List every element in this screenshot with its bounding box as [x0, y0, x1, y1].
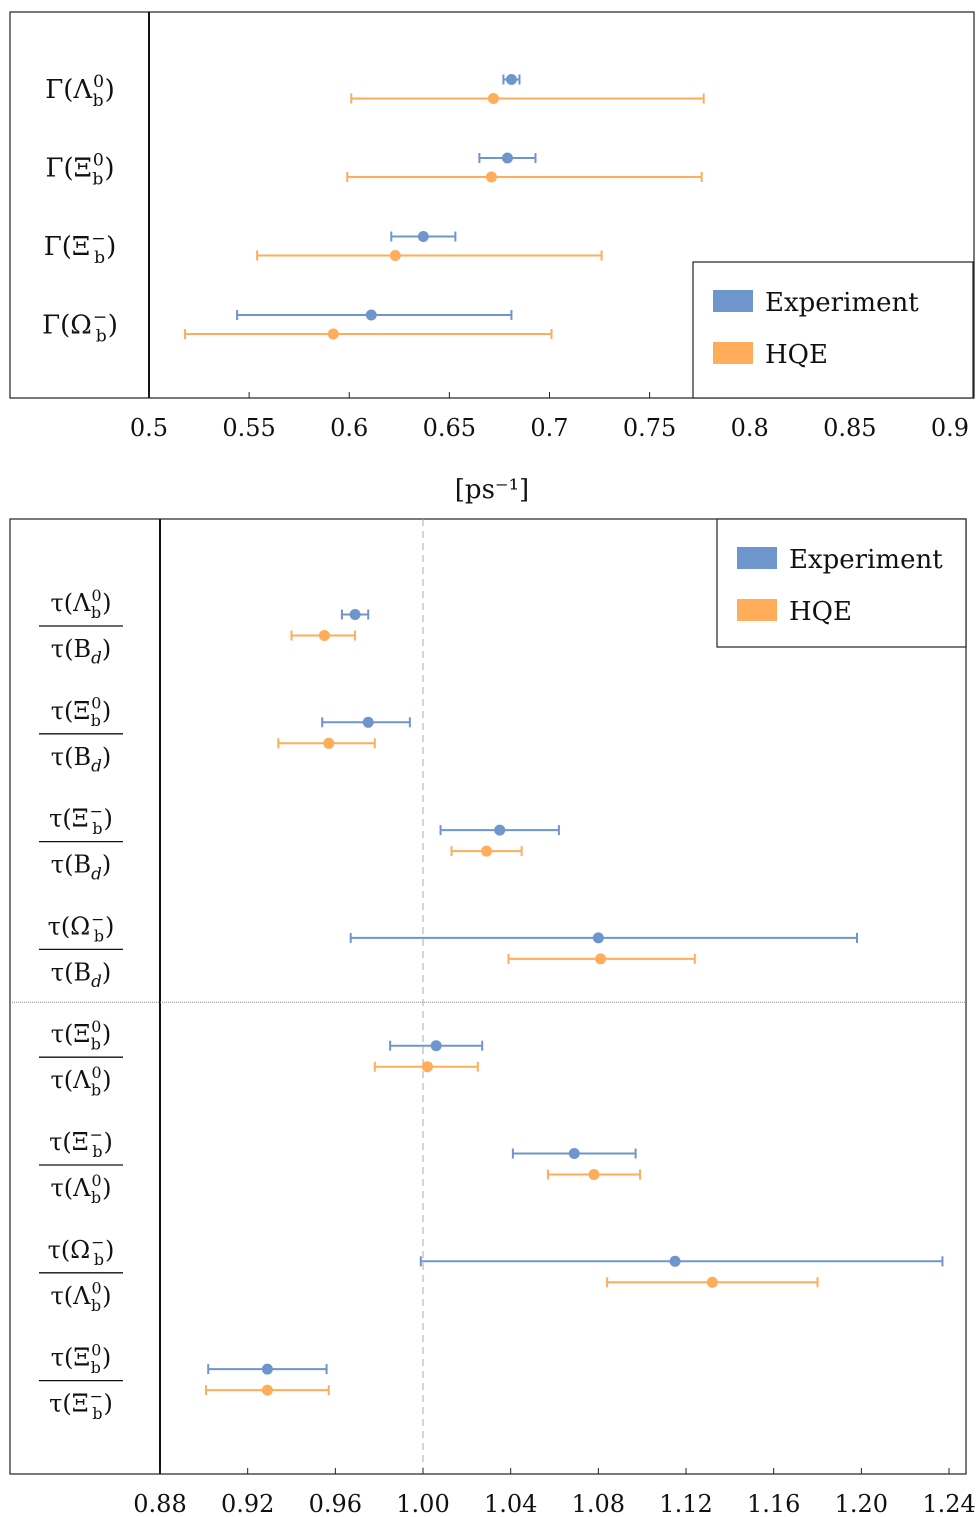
data-point-hqe [588, 1169, 600, 1180]
data-point-experiment [417, 231, 429, 242]
data-point-experiment [669, 1255, 681, 1267]
category-label: Γ(Λ0 b) [45, 72, 115, 111]
x-tick-label: 1.08 [572, 1490, 625, 1517]
legend-box [692, 261, 974, 399]
data-point-hqe [487, 93, 499, 104]
legend: Experiment HQE [692, 261, 974, 399]
category-label: Γ(Ω− b) [42, 308, 118, 347]
legend-label: HQE [789, 597, 852, 627]
category-label-denominator: τ(Λ0 b) [50, 1171, 111, 1207]
category-label-denominator: τ(Λ0 b) [50, 1063, 111, 1099]
data-point-hqe [323, 737, 335, 749]
x-tick-label: 0.88 [133, 1490, 186, 1517]
data-point-experiment [568, 1148, 580, 1159]
x-tick-label: 1.16 [747, 1490, 800, 1517]
x-tick-label: 0.8 [731, 414, 769, 442]
data-point-hqe [389, 250, 401, 261]
data-point-hqe [327, 328, 339, 340]
category-label-numerator: τ(Λ0 b) [50, 586, 111, 622]
x-tick-label: 1.00 [396, 1490, 449, 1517]
data-point-experiment [365, 309, 377, 321]
category-label-denominator: τ(Bd) [51, 635, 111, 668]
data-point-hqe [318, 630, 330, 641]
legend-label: Experiment [765, 288, 919, 318]
category-label-numerator: τ(Ξ0 b) [51, 1341, 112, 1377]
category-label-numerator: τ(Ξ0 b) [51, 1017, 112, 1053]
category-label-numerator: τ(Ξ0 b) [51, 694, 112, 730]
data-point-hqe [485, 171, 497, 183]
data-point-experiment [501, 152, 513, 164]
legend: Experiment HQE [716, 518, 967, 648]
legend-box [716, 518, 967, 648]
data-point-experiment [494, 824, 506, 836]
data-point-hqe [261, 1384, 273, 1396]
category-label-denominator: τ(Bd) [51, 958, 111, 991]
category-label-numerator: τ(Ω− b) [48, 1233, 115, 1269]
data-point-experiment [349, 609, 361, 620]
data-point-hqe [421, 1061, 433, 1073]
legend-swatch [737, 547, 777, 569]
gamma-chart-panel: 0.5 0.55 0.6 0.65 0.7 0.75 0.8 0.85 0.9 [ps⁻¹] Γ(Λ… [9, 11, 975, 505]
x-tick-label: 0.7 [530, 414, 568, 442]
category-label: Γ(Ξ0 b) [45, 151, 114, 190]
x-tick-label: 0.96 [309, 1490, 362, 1517]
plot-frame [9, 518, 967, 1475]
data-point-experiment [430, 1040, 442, 1052]
x-tick-label: 0.92 [221, 1490, 274, 1517]
x-tick-label: 1.12 [659, 1490, 712, 1517]
x-tick-label: 0.65 [423, 414, 476, 442]
data-point-experiment [261, 1363, 273, 1375]
x-tick-label: 0.85 [823, 414, 876, 442]
category-label: Γ(Ξ− b) [44, 229, 117, 268]
legend-swatch [713, 342, 753, 364]
x-tick-label: 0.55 [222, 414, 275, 442]
x-tick-label: 0.5 [130, 414, 168, 442]
x-tick-label: 0.75 [623, 414, 676, 442]
category-label-denominator: τ(Λ0 b) [50, 1279, 111, 1315]
category-label-denominator: τ(Ξ− b) [49, 1387, 113, 1423]
legend-swatch [713, 290, 753, 312]
legend-swatch [737, 599, 777, 621]
x-tick-label: 0.6 [330, 414, 368, 442]
category-label-numerator: τ(Ω− b) [48, 909, 115, 945]
data-point-experiment [505, 74, 517, 85]
legend-label: Experiment [789, 545, 943, 575]
x-tick-label: 1.04 [484, 1490, 537, 1517]
category-label-numerator: τ(Ξ− b) [49, 802, 113, 838]
legend-label: HQE [765, 340, 828, 370]
plot-frame [9, 11, 975, 399]
x-tick-label: 0.9 [931, 414, 969, 442]
category-label-numerator: τ(Ξ− b) [49, 1125, 113, 1161]
category-label-denominator: τ(Bd) [51, 851, 111, 884]
x-tick-label: 1.24 [922, 1490, 975, 1517]
x-axis-label: [ps⁻¹] [455, 475, 529, 505]
data-point-experiment [362, 716, 374, 728]
category-label-denominator: τ(Bd) [51, 743, 111, 776]
data-point-hqe [595, 953, 607, 965]
data-point-hqe [481, 845, 493, 857]
data-point-experiment [592, 932, 604, 944]
data-point-hqe [706, 1276, 718, 1288]
x-tick-label: 1.20 [835, 1490, 888, 1517]
ratio-chart-panel: 0.88 0.92 0.96 1.00 1.04 1.08 1.12 1.16 1.20 1.24… [9, 518, 976, 1517]
